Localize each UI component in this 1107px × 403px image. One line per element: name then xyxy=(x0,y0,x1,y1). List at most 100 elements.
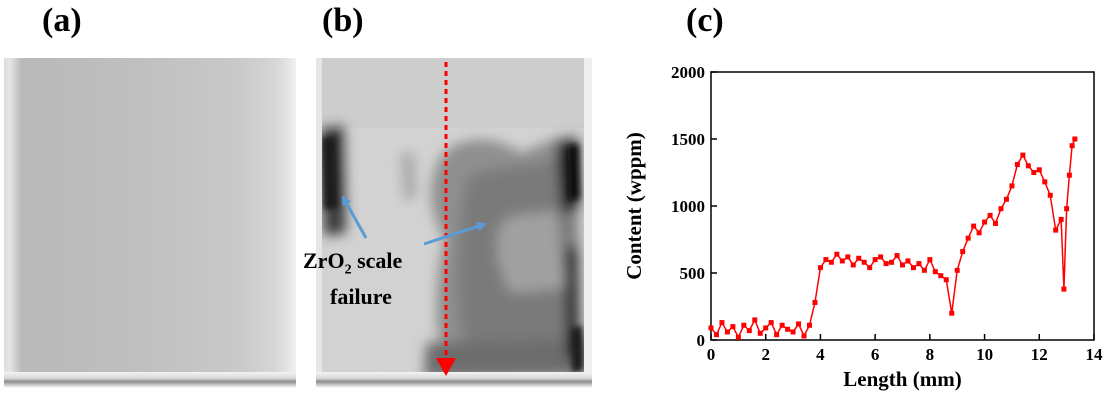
y-tick-label: 1000 xyxy=(671,197,705,216)
data-point xyxy=(971,223,977,229)
data-point xyxy=(982,219,988,225)
x-tick-label: 0 xyxy=(707,345,716,364)
x-axis-label: Length (mm) xyxy=(843,367,961,391)
data-point xyxy=(823,257,829,263)
sample-base-a xyxy=(4,372,296,388)
data-point xyxy=(976,230,982,236)
data-point xyxy=(1058,216,1064,222)
data-point xyxy=(932,269,938,275)
data-point xyxy=(741,322,747,328)
data-point xyxy=(954,267,960,273)
data-point xyxy=(801,333,807,339)
sample-base-b xyxy=(316,372,592,388)
data-point xyxy=(724,329,730,335)
data-point xyxy=(998,206,1004,212)
data-point xyxy=(867,265,873,271)
data-point xyxy=(752,317,758,323)
data-point xyxy=(894,253,900,259)
data-point xyxy=(960,249,966,255)
data-point xyxy=(730,324,736,330)
data-point xyxy=(1069,143,1075,149)
annotation-zro: ZrO xyxy=(303,248,345,273)
data-point xyxy=(900,262,905,268)
scan-line-arrowhead xyxy=(436,358,456,376)
sample-image-a xyxy=(4,58,296,388)
data-point xyxy=(746,328,752,334)
y-axis-label: Content (wppm) xyxy=(622,132,646,280)
data-point xyxy=(1053,227,1059,233)
data-point xyxy=(883,261,889,267)
data-point xyxy=(905,258,911,264)
data-point xyxy=(987,212,993,218)
data-point xyxy=(1061,286,1067,292)
y-tick-label: 1500 xyxy=(671,130,705,149)
sample-image-b-art xyxy=(316,58,592,388)
sample-image-b xyxy=(316,58,592,388)
data-point xyxy=(916,261,922,267)
data-point xyxy=(1003,196,1009,202)
data-point xyxy=(889,259,895,265)
data-point xyxy=(921,267,927,273)
data-point xyxy=(817,265,823,271)
annotation-scale: scale xyxy=(351,248,403,273)
annotation-line-1: ZrO2 scale xyxy=(303,246,402,285)
panel-label-c: (c) xyxy=(686,2,724,39)
data-point xyxy=(768,320,774,326)
data-point xyxy=(1031,170,1037,175)
panel-label-a: (a) xyxy=(42,2,82,39)
data-point xyxy=(927,257,933,263)
data-point xyxy=(834,251,840,257)
data-point xyxy=(910,265,916,271)
panel-label-b: (b) xyxy=(322,2,364,39)
data-point xyxy=(845,254,851,260)
failure-arrow-right xyxy=(423,221,487,246)
x-tick-label: 14 xyxy=(1086,345,1104,364)
data-point xyxy=(1025,163,1031,169)
failure-arrow-left xyxy=(341,195,368,239)
data-point xyxy=(828,259,834,265)
series-line xyxy=(710,138,1076,340)
x-tick-label: 6 xyxy=(871,345,880,364)
data-point xyxy=(1047,192,1053,198)
x-tick-label: 8 xyxy=(926,345,935,364)
data-point xyxy=(1020,152,1026,158)
data-point xyxy=(1064,206,1070,212)
x-tick-label: 2 xyxy=(761,345,770,364)
data-point xyxy=(812,299,818,305)
data-point xyxy=(763,325,769,331)
data-point xyxy=(708,325,714,331)
data-point xyxy=(790,329,796,335)
data-point xyxy=(861,259,867,265)
data-point xyxy=(949,310,955,316)
data-point xyxy=(1066,172,1072,178)
data-point xyxy=(938,273,944,279)
data-point xyxy=(735,334,741,340)
data-point xyxy=(993,220,999,226)
data-point xyxy=(785,326,791,332)
data-point xyxy=(774,332,780,338)
data-point xyxy=(796,321,802,327)
data-point xyxy=(872,257,878,263)
corrosion-region xyxy=(320,126,588,378)
annotation-subscript: 2 xyxy=(344,262,352,278)
x-tick-label: 10 xyxy=(976,345,993,364)
y-tick-label: 500 xyxy=(680,264,706,283)
data-point xyxy=(719,320,725,326)
data-point xyxy=(713,332,719,338)
data-point xyxy=(856,255,862,261)
y-tick-label: 2000 xyxy=(671,63,705,82)
y-tick-label: 0 xyxy=(697,331,706,350)
data-point xyxy=(757,330,763,336)
data-point xyxy=(1009,183,1015,189)
data-point xyxy=(1036,167,1042,173)
x-tick-label: 4 xyxy=(816,345,825,364)
data-point xyxy=(779,322,785,328)
annotation-line-2: failure xyxy=(330,284,392,309)
data-point xyxy=(839,258,845,264)
plot-frame xyxy=(710,71,1095,341)
data-point xyxy=(1042,179,1048,185)
data-point xyxy=(850,262,856,268)
x-tick-label: 12 xyxy=(1031,345,1048,364)
